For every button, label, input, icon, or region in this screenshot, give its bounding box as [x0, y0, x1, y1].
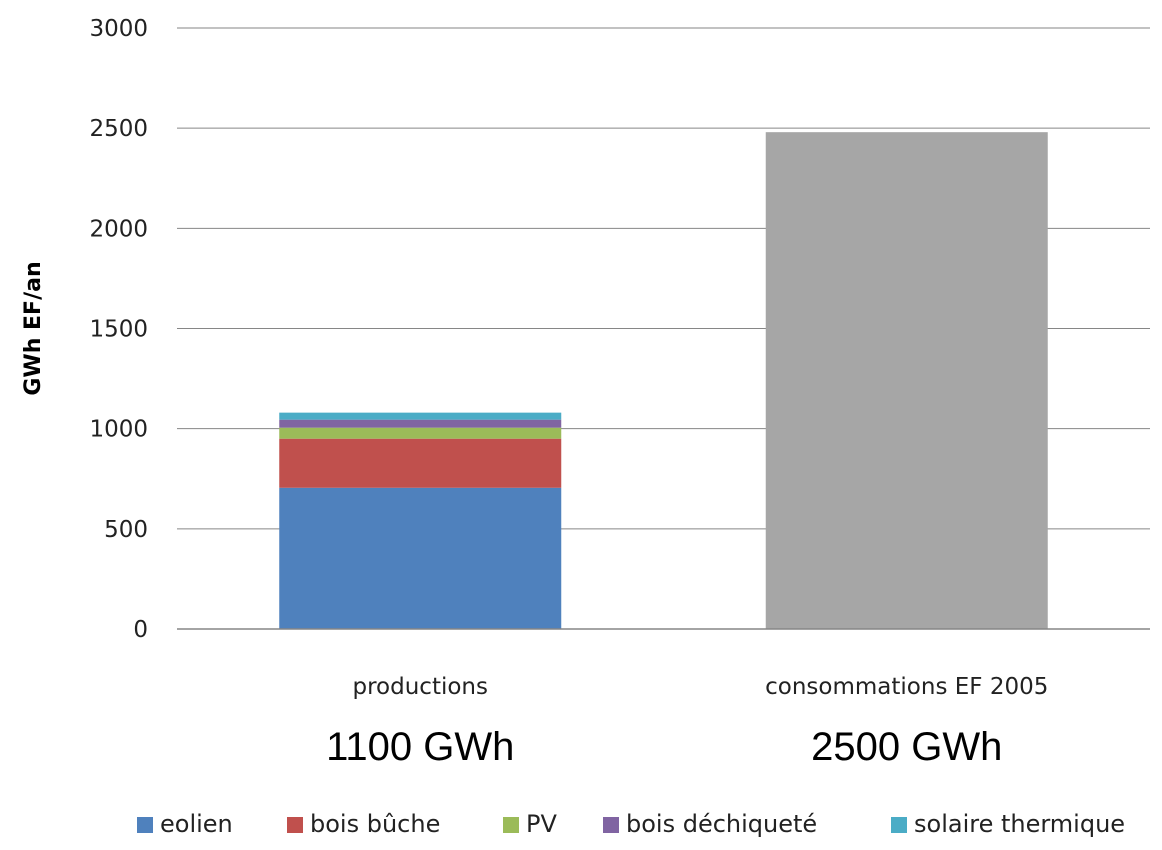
bar-segment: [279, 438, 562, 488]
legend-label: bois bûche: [310, 810, 440, 838]
y-axis-ticks: 0 500 1000 1500 2000 2500 3000: [89, 16, 148, 643]
y-tick-label: 1000: [89, 417, 148, 443]
bar-segment: [279, 419, 562, 428]
bars: [279, 132, 1048, 629]
y-tick-label: 2500: [89, 116, 148, 142]
legend-label: solaire thermique: [914, 810, 1125, 838]
legend-swatch: [603, 817, 619, 833]
legend-label: PV: [526, 810, 557, 838]
legend-label: eolien: [160, 810, 233, 838]
y-axis-label: GWh EF/an: [21, 261, 46, 395]
y-tick-label: 1500: [89, 317, 148, 343]
y-tick-label: 0: [133, 617, 148, 643]
y-tick-label: 500: [104, 517, 148, 543]
y-tick-label: 2000: [89, 216, 148, 242]
bar-segment: [279, 412, 562, 420]
bar-segment: [765, 132, 1048, 629]
category-label: productions: [353, 674, 488, 700]
bar-segment: [279, 427, 562, 439]
legend-swatch: [503, 817, 519, 833]
bar-segment: [279, 487, 562, 629]
legend-swatch: [891, 817, 907, 833]
category-label: consommations EF 2005: [765, 674, 1048, 700]
total-labels: 1100 GWh 2500 GWh: [326, 725, 1002, 769]
category-labels: productions consommations EF 2005: [353, 674, 1049, 700]
legend-label: bois déchiqueté: [626, 810, 817, 838]
y-tick-label: 3000: [89, 16, 148, 42]
legend-swatch: [287, 817, 303, 833]
total-label: 2500 GWh: [811, 725, 1002, 769]
legend: eolien bois bûche PV bois déchiqueté solaire…: [137, 810, 1125, 838]
total-label: 1100 GWh: [326, 725, 514, 769]
legend-swatch: [137, 817, 153, 833]
